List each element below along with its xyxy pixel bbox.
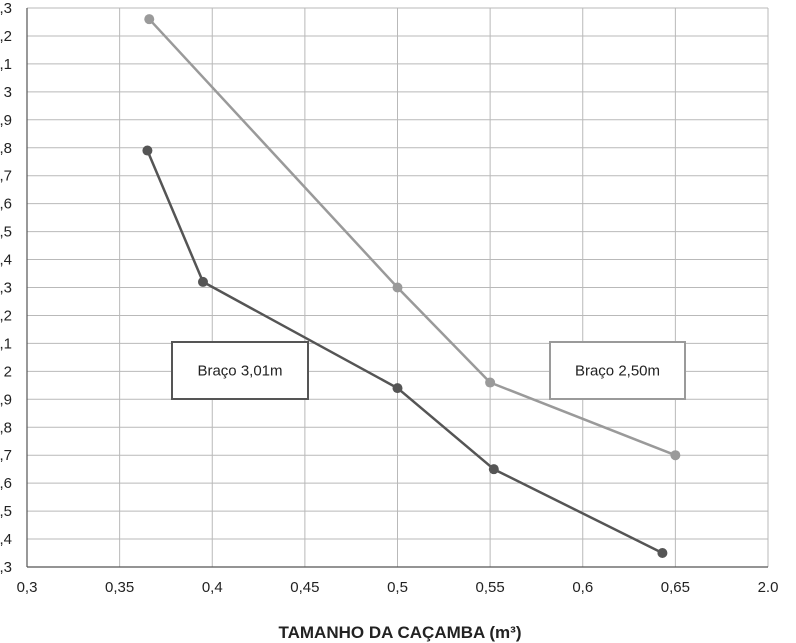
data-point xyxy=(392,282,403,293)
x-tick-label: 0,3 xyxy=(17,579,38,596)
annotation-label: Braço 3,01m xyxy=(197,363,282,380)
y-tick-label: ,3 xyxy=(0,559,12,576)
series-2 xyxy=(144,14,681,461)
x-tick-label: 0,6 xyxy=(572,579,593,596)
x-axis-tick-labels: 0,3 0,35 0,4 0,45 0,5 0,55 0,6 0,65 2.0 xyxy=(17,579,779,596)
x-tick-label: 0,35 xyxy=(105,579,134,596)
y-tick-label: ,6 xyxy=(0,475,12,492)
y-tick-label: ,1 xyxy=(0,335,12,352)
data-point xyxy=(670,450,681,461)
grid xyxy=(26,7,769,568)
y-tick-label: ,4 xyxy=(0,252,12,269)
y-tick-label: 2 xyxy=(4,363,12,380)
y-tick-label: ,8 xyxy=(0,140,12,157)
y-tick-label: ,8 xyxy=(0,419,12,436)
data-point xyxy=(657,548,668,559)
y-tick-label: ,9 xyxy=(0,391,12,408)
y-tick-label: ,7 xyxy=(0,168,12,185)
data-point xyxy=(488,464,499,475)
y-tick-label: ,3 xyxy=(0,280,12,297)
data-point xyxy=(142,145,153,156)
y-tick-label: ,2 xyxy=(0,28,12,45)
y-tick-label: ,2 xyxy=(0,307,12,324)
x-axis-label: TAMANHO DA CAÇAMBA (m³) xyxy=(279,623,522,642)
x-tick-label: 0,5 xyxy=(387,579,408,596)
series-1 xyxy=(142,145,668,559)
annotation-frame xyxy=(549,341,686,400)
x-tick-label: 0,45 xyxy=(290,579,319,596)
annotation-frame xyxy=(171,341,309,400)
data-point xyxy=(144,14,155,25)
axes xyxy=(26,8,768,568)
annotation-box: Braço 3,01m xyxy=(171,341,309,400)
y-tick-label: ,5 xyxy=(0,224,12,241)
data-point xyxy=(485,377,496,388)
annotation-label: Braço 2,50m xyxy=(575,363,660,380)
series-line xyxy=(148,18,676,457)
y-tick-label: ,3 xyxy=(0,0,12,17)
series-layer xyxy=(142,14,681,559)
x-tick-label: 0,65 xyxy=(661,579,690,596)
y-tick-label: 3 xyxy=(4,84,12,101)
y-tick-label: ,9 xyxy=(0,112,12,129)
data-point xyxy=(197,276,208,287)
y-tick-label: ,5 xyxy=(0,503,12,520)
y-tick-label: ,1 xyxy=(0,56,12,73)
y-tick-label: ,6 xyxy=(0,196,12,213)
y-tick-label: ,4 xyxy=(0,531,12,548)
annotation-box: Braço 2,50m xyxy=(549,341,686,400)
data-point xyxy=(392,383,403,394)
x-tick-label: 0,4 xyxy=(202,579,223,596)
y-tick-label: ,7 xyxy=(0,447,12,464)
annotations-layer: Braço 3,01m Braço 2,50m xyxy=(171,341,686,400)
x-tick-label: 0,55 xyxy=(476,579,505,596)
y-axis-tick-labels: ,3 ,4 ,5 ,6 ,7 ,8 ,9 2 ,1 ,2 ,3 ,4 ,5 ,6 ,7 ,8 ,9 3 ,1 ,2 ,3 xyxy=(0,0,12,576)
x-tick-label: 2.0 xyxy=(758,579,779,596)
